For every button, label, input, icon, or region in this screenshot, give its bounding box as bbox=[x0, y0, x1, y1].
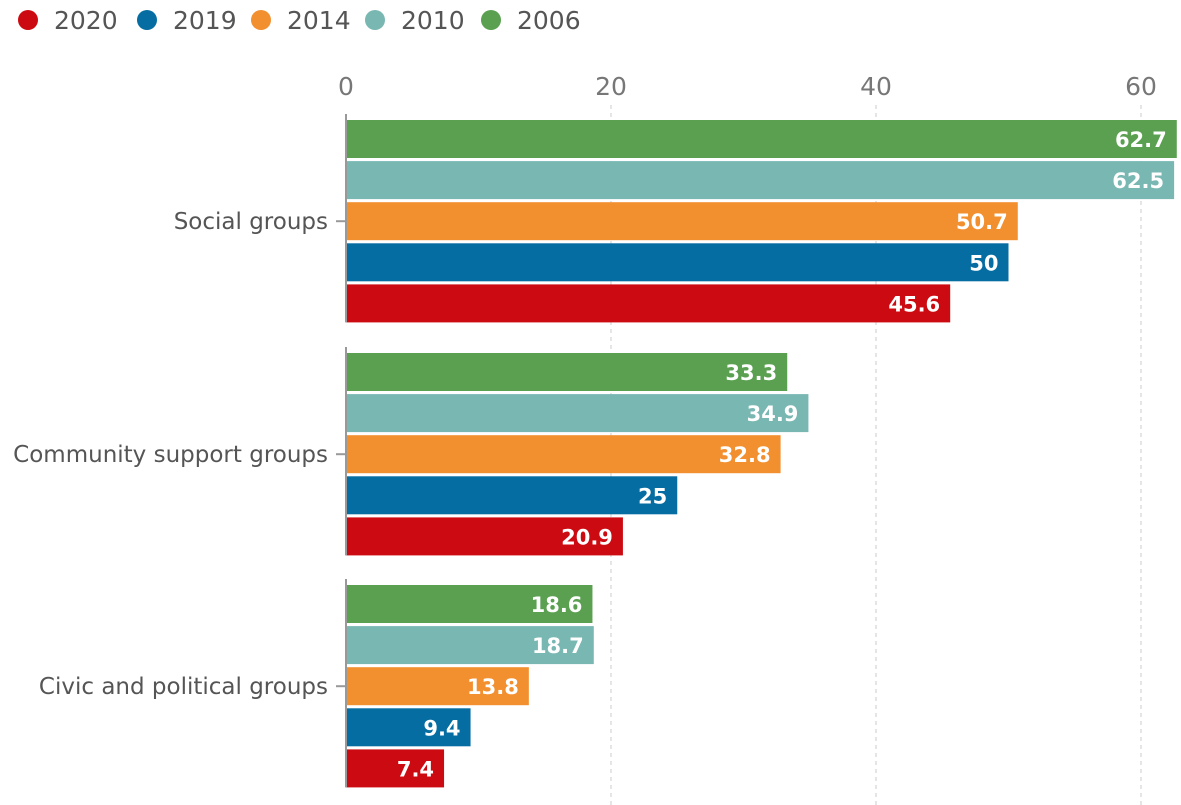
bar-2014-1 bbox=[346, 435, 781, 474]
bar-2019-1 bbox=[346, 476, 678, 515]
legend-label-2014: 2014 bbox=[287, 6, 351, 35]
value-label-2019-2: 9.4 bbox=[423, 716, 460, 740]
value-label-2019-1: 25 bbox=[638, 484, 667, 508]
x-tick-label-60: 60 bbox=[1125, 72, 1157, 101]
value-label-2014-2: 13.8 bbox=[467, 675, 519, 699]
value-label-2020-1: 20.9 bbox=[561, 525, 613, 549]
category-label-1: Community support groups bbox=[13, 442, 328, 468]
value-label-2010-1: 34.9 bbox=[747, 402, 799, 426]
legend-label-2019: 2019 bbox=[173, 6, 237, 35]
legend-marker-2006 bbox=[481, 10, 501, 30]
legend-marker-2014 bbox=[251, 10, 271, 30]
bar-2020-0 bbox=[346, 284, 951, 323]
x-tick-label-20: 20 bbox=[595, 72, 627, 101]
bar-2014-2 bbox=[346, 667, 529, 706]
value-label-2020-2: 7.4 bbox=[397, 757, 434, 781]
x-tick-label-0: 0 bbox=[338, 72, 354, 101]
value-label-2010-0: 62.5 bbox=[1112, 169, 1164, 193]
legend-label-2010: 2010 bbox=[401, 6, 465, 35]
value-labels: 62.7 62.5 50.7 50 45.6 33.3 34.9 32.8 25 20.9 18.6… bbox=[397, 128, 1167, 781]
legend-label-2006: 2006 bbox=[517, 6, 581, 35]
x-tick-label-40: 40 bbox=[860, 72, 892, 101]
bars bbox=[346, 120, 1177, 788]
legend-label-2020: 2020 bbox=[54, 6, 118, 35]
value-label-2019-0: 50 bbox=[969, 251, 998, 275]
category-label-0: Social groups bbox=[174, 209, 328, 235]
bar-2020-2 bbox=[346, 749, 445, 788]
value-label-2006-0: 62.7 bbox=[1115, 128, 1167, 152]
bar-2020-1 bbox=[346, 517, 623, 556]
bar-2006-2 bbox=[346, 585, 593, 623]
value-label-2006-2: 18.6 bbox=[531, 593, 583, 617]
value-label-2020-0: 45.6 bbox=[888, 292, 940, 316]
legend-marker-2019 bbox=[137, 10, 157, 30]
bar-2006-1 bbox=[346, 353, 788, 391]
legend-marker-2010 bbox=[365, 10, 385, 30]
bar-2010-2 bbox=[346, 626, 594, 665]
bar-2019-2 bbox=[346, 708, 471, 747]
value-label-2010-2: 18.7 bbox=[532, 634, 584, 658]
value-label-2014-0: 50.7 bbox=[956, 210, 1008, 234]
value-label-2006-1: 33.3 bbox=[725, 361, 777, 385]
x-axis: 0 20 40 60 bbox=[338, 72, 1157, 101]
bar-2019-0 bbox=[346, 243, 1009, 282]
legend-marker-2020 bbox=[18, 10, 38, 30]
bar-2010-0 bbox=[346, 161, 1175, 200]
bar-2014-0 bbox=[346, 202, 1018, 241]
legend: 2020 2019 2014 2010 2006 bbox=[18, 6, 581, 35]
value-label-2014-1: 32.8 bbox=[719, 443, 771, 467]
category-label-2: Civic and political groups bbox=[39, 674, 328, 700]
bar-2006-0 bbox=[346, 120, 1177, 158]
y-axis: Social groups Community support groups Civ… bbox=[13, 114, 347, 788]
bar-2010-1 bbox=[346, 394, 809, 433]
